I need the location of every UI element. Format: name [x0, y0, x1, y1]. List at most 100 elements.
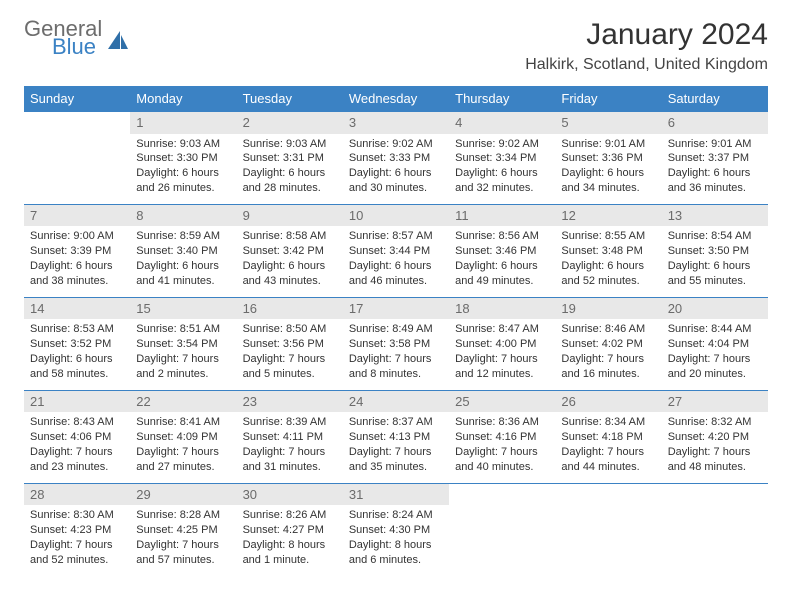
sunrise-line: Sunrise: 8:47 AM	[455, 322, 549, 337]
sunrise-line: Sunrise: 8:26 AM	[243, 508, 337, 523]
day-number: 30	[237, 484, 343, 506]
calendar-cell: 7Sunrise: 9:00 AMSunset: 3:39 PMDaylight…	[24, 204, 130, 297]
header: General Blue January 2024 Halkirk, Scotl…	[24, 18, 768, 74]
calendar-cell: 23Sunrise: 8:39 AMSunset: 4:11 PMDayligh…	[237, 390, 343, 483]
sunrise-line: Sunrise: 9:03 AM	[243, 137, 337, 152]
day-number: 10	[343, 205, 449, 227]
sunrise-line: Sunrise: 8:32 AM	[668, 415, 762, 430]
calendar-header-row: SundayMondayTuesdayWednesdayThursdayFrid…	[24, 86, 768, 112]
day-number: 11	[449, 205, 555, 227]
sunrise-line: Sunrise: 8:55 AM	[561, 229, 655, 244]
sunrise-line: Sunrise: 9:00 AM	[30, 229, 124, 244]
sunset-line: Sunset: 3:40 PM	[136, 244, 230, 259]
daylight-line: Daylight: 7 hours and 31 minutes.	[243, 445, 337, 475]
sunrise-line: Sunrise: 8:53 AM	[30, 322, 124, 337]
day-number: 7	[24, 205, 130, 227]
day-number: 27	[662, 391, 768, 413]
sunset-line: Sunset: 3:58 PM	[349, 337, 443, 352]
daylight-line: Daylight: 7 hours and 35 minutes.	[349, 445, 443, 475]
logo-text-blue: Blue	[52, 36, 102, 58]
title-block: January 2024 Halkirk, Scotland, United K…	[525, 18, 768, 74]
daylight-line: Daylight: 7 hours and 2 minutes.	[136, 352, 230, 382]
daylight-line: Daylight: 7 hours and 40 minutes.	[455, 445, 549, 475]
sunrise-line: Sunrise: 8:54 AM	[668, 229, 762, 244]
day-header: Friday	[555, 86, 661, 112]
day-number: 12	[555, 205, 661, 227]
sunrise-line: Sunrise: 8:56 AM	[455, 229, 549, 244]
calendar-cell: 29Sunrise: 8:28 AMSunset: 4:25 PMDayligh…	[130, 483, 236, 575]
day-number: 16	[237, 298, 343, 320]
calendar-cell: 8Sunrise: 8:59 AMSunset: 3:40 PMDaylight…	[130, 204, 236, 297]
calendar-cell: 24Sunrise: 8:37 AMSunset: 4:13 PMDayligh…	[343, 390, 449, 483]
calendar-cell: 28Sunrise: 8:30 AMSunset: 4:23 PMDayligh…	[24, 483, 130, 575]
calendar-cell: 15Sunrise: 8:51 AMSunset: 3:54 PMDayligh…	[130, 297, 236, 390]
day-header: Wednesday	[343, 86, 449, 112]
day-number: 2	[237, 112, 343, 134]
daylight-line: Daylight: 7 hours and 16 minutes.	[561, 352, 655, 382]
sunset-line: Sunset: 3:44 PM	[349, 244, 443, 259]
daylight-line: Daylight: 7 hours and 52 minutes.	[30, 538, 124, 568]
sunrise-line: Sunrise: 8:59 AM	[136, 229, 230, 244]
sunset-line: Sunset: 3:37 PM	[668, 151, 762, 166]
sunset-line: Sunset: 4:06 PM	[30, 430, 124, 445]
location: Halkirk, Scotland, United Kingdom	[525, 56, 768, 74]
day-header: Tuesday	[237, 86, 343, 112]
sunset-line: Sunset: 4:23 PM	[30, 523, 124, 538]
calendar-cell: 11 Sunrise: 8:56 AMSunset: 3:46 PMDayligh…	[449, 204, 555, 297]
daylight-line: Daylight: 6 hours and 55 minutes.	[668, 259, 762, 289]
day-number: 23	[237, 391, 343, 413]
day-number: 13	[662, 205, 768, 227]
day-header: Thursday	[449, 86, 555, 112]
calendar-cell: 13Sunrise: 8:54 AMSunset: 3:50 PMDayligh…	[662, 204, 768, 297]
sunrise-line: Sunrise: 8:46 AM	[561, 322, 655, 337]
sunrise-line: Sunrise: 8:30 AM	[30, 508, 124, 523]
daylight-line: Daylight: 6 hours and 49 minutes.	[455, 259, 549, 289]
sunset-line: Sunset: 3:52 PM	[30, 337, 124, 352]
day-number: 21	[24, 391, 130, 413]
sunset-line: Sunset: 4:02 PM	[561, 337, 655, 352]
day-header: Sunday	[24, 86, 130, 112]
sunrise-line: Sunrise: 9:02 AM	[349, 137, 443, 152]
calendar-cell	[449, 483, 555, 575]
calendar-cell: 4Sunrise: 9:02 AMSunset: 3:34 PMDaylight…	[449, 112, 555, 205]
daylight-line: Daylight: 8 hours and 6 minutes.	[349, 538, 443, 568]
daylight-line: Daylight: 6 hours and 26 minutes.	[136, 166, 230, 196]
calendar-row: 7Sunrise: 9:00 AMSunset: 3:39 PMDaylight…	[24, 204, 768, 297]
calendar-table: SundayMondayTuesdayWednesdayThursdayFrid…	[24, 86, 768, 576]
sunrise-line: Sunrise: 8:37 AM	[349, 415, 443, 430]
calendar-cell	[555, 483, 661, 575]
daylight-line: Daylight: 6 hours and 30 minutes.	[349, 166, 443, 196]
day-number: 19	[555, 298, 661, 320]
day-number: 6	[662, 112, 768, 134]
daylight-line: Daylight: 7 hours and 12 minutes.	[455, 352, 549, 382]
calendar-cell: 31Sunrise: 8:24 AMSunset: 4:30 PMDayligh…	[343, 483, 449, 575]
sunset-line: Sunset: 3:46 PM	[455, 244, 549, 259]
sunset-line: Sunset: 4:13 PM	[349, 430, 443, 445]
day-number: 15	[130, 298, 236, 320]
sunset-line: Sunset: 4:27 PM	[243, 523, 337, 538]
logo-sail-icon	[106, 29, 130, 51]
calendar-cell: 9Sunrise: 8:58 AMSunset: 3:42 PMDaylight…	[237, 204, 343, 297]
calendar-row: 21Sunrise: 8:43 AMSunset: 4:06 PMDayligh…	[24, 390, 768, 483]
sunset-line: Sunset: 4:18 PM	[561, 430, 655, 445]
day-number: 25	[449, 391, 555, 413]
daylight-line: Daylight: 6 hours and 38 minutes.	[30, 259, 124, 289]
day-header: Saturday	[662, 86, 768, 112]
sunrise-line: Sunrise: 8:24 AM	[349, 508, 443, 523]
daylight-line: Daylight: 6 hours and 28 minutes.	[243, 166, 337, 196]
sunrise-line: Sunrise: 8:50 AM	[243, 322, 337, 337]
calendar-cell	[662, 483, 768, 575]
day-number: 8	[130, 205, 236, 227]
calendar-cell: 27Sunrise: 8:32 AMSunset: 4:20 PMDayligh…	[662, 390, 768, 483]
sunset-line: Sunset: 4:30 PM	[349, 523, 443, 538]
daylight-line: Daylight: 6 hours and 46 minutes.	[349, 259, 443, 289]
day-number: 20	[662, 298, 768, 320]
calendar-cell: 21Sunrise: 8:43 AMSunset: 4:06 PMDayligh…	[24, 390, 130, 483]
sunset-line: Sunset: 4:16 PM	[455, 430, 549, 445]
daylight-line: Daylight: 7 hours and 5 minutes.	[243, 352, 337, 382]
sunset-line: Sunset: 3:56 PM	[243, 337, 337, 352]
calendar-cell: 12Sunrise: 8:55 AMSunset: 3:48 PMDayligh…	[555, 204, 661, 297]
day-number: 4	[449, 112, 555, 134]
sunrise-line: Sunrise: 8:57 AM	[349, 229, 443, 244]
sunset-line: Sunset: 4:09 PM	[136, 430, 230, 445]
